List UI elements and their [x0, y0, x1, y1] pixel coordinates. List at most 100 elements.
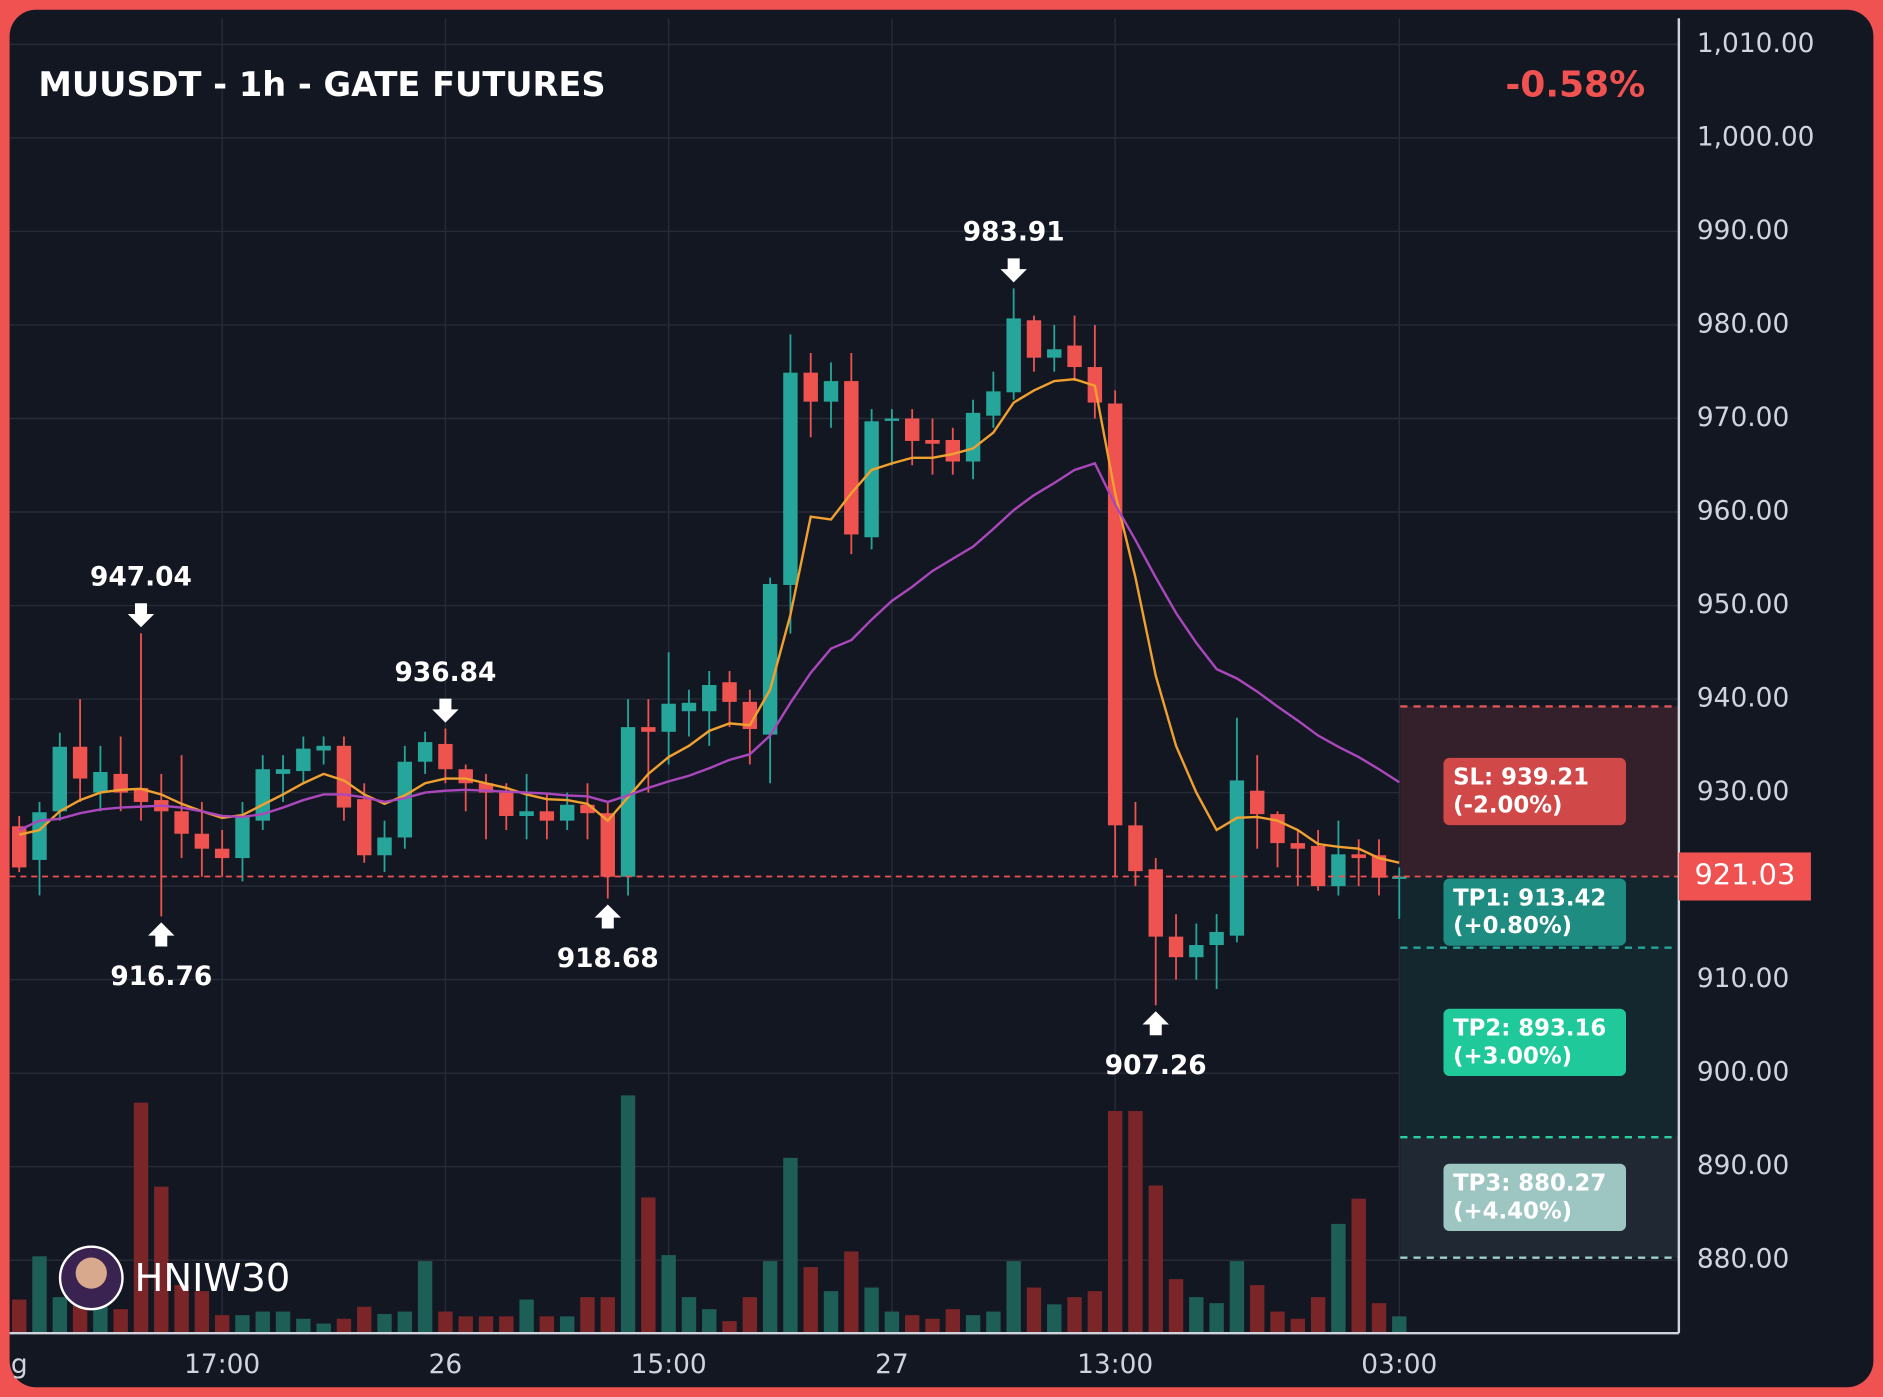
y-tick-label: 970.00	[1697, 402, 1789, 433]
level-pct: (+4.40%)	[1453, 1198, 1572, 1224]
x-tick-label: 27	[875, 1349, 909, 1380]
volume-bar	[458, 1316, 473, 1334]
overlay: SL: 939.21(-2.00%) TP1: 913.42(+0.80%) TP2…	[9, 217, 1679, 1259]
volume-bar	[681, 1297, 697, 1334]
candle-body	[113, 773, 128, 793]
y-tick-label: 910.00	[1697, 963, 1789, 994]
candle-body	[661, 703, 676, 732]
candle-body	[397, 761, 413, 838]
volume-bar	[194, 1291, 210, 1334]
candle-body	[559, 804, 575, 821]
candle-body	[417, 742, 433, 762]
volume-bar	[357, 1306, 372, 1334]
volume-bar	[1067, 1297, 1082, 1334]
volume-bar	[93, 1303, 108, 1334]
volume-bar	[559, 1316, 575, 1334]
x-tick-label: 26	[429, 1349, 463, 1380]
volume-bar	[1270, 1311, 1285, 1334]
candle-body	[174, 811, 189, 834]
candle-body	[93, 772, 108, 793]
candle-body	[336, 745, 352, 808]
plot	[12, 288, 1407, 1006]
y-tick-label: 930.00	[1697, 776, 1789, 807]
marker-arrow	[432, 698, 459, 723]
x-tick-label: 17:00	[184, 1349, 260, 1380]
volume-bar	[255, 1311, 270, 1334]
candle-body	[1351, 854, 1366, 859]
volume-bar	[235, 1315, 250, 1334]
candle-body	[702, 685, 717, 712]
candle-body	[72, 746, 88, 779]
candle-body	[133, 787, 149, 802]
candle-body	[1128, 825, 1143, 872]
x-tick-label: 15:00	[631, 1349, 707, 1380]
x-tick-label: g	[11, 1349, 28, 1380]
candle-body	[681, 702, 697, 712]
y-tick-label: 900.00	[1697, 1057, 1789, 1088]
volume-bar	[1250, 1285, 1265, 1334]
watermark: HNIW30	[135, 1256, 291, 1301]
candle-body	[803, 372, 818, 402]
candle-body	[438, 743, 453, 770]
volume-bar	[1047, 1304, 1062, 1334]
volume-bar	[844, 1251, 859, 1334]
volume-bar	[925, 1318, 940, 1334]
candle-body	[458, 769, 473, 784]
marker-label: 907.26	[1105, 1050, 1207, 1081]
y-tick-label: 880.00	[1697, 1244, 1789, 1275]
marker-arrow	[1142, 1011, 1169, 1036]
level-label: TP3: 880.27	[1453, 1171, 1606, 1197]
candle-body	[1229, 780, 1245, 936]
candle-body	[783, 372, 798, 585]
y-tick-label: 890.00	[1697, 1150, 1789, 1181]
volume-bar	[1351, 1198, 1366, 1334]
candle-body	[519, 811, 534, 816]
volume-bar	[742, 1297, 758, 1334]
candle-body	[580, 804, 595, 814]
level-pct: (+0.80%)	[1453, 913, 1572, 939]
volume-bar	[336, 1318, 352, 1334]
last-price-tag	[1678, 852, 1811, 901]
candle-body	[823, 381, 839, 402]
level-pct: (+3.00%)	[1453, 1043, 1572, 1069]
candle-body	[32, 812, 47, 860]
y-tick-label: 950.00	[1697, 589, 1789, 620]
candle-body	[377, 837, 392, 856]
avatar-face	[75, 1257, 107, 1289]
volume-bar	[1392, 1316, 1407, 1334]
volume-bar	[519, 1299, 534, 1334]
candle-body	[275, 769, 291, 774]
volume-bar	[702, 1309, 717, 1334]
marker-arrow	[148, 922, 175, 947]
candle-body	[539, 811, 555, 821]
candle-body	[357, 799, 372, 856]
marker-label: 947.04	[90, 561, 192, 592]
candle-body	[884, 418, 900, 421]
candle-body	[214, 848, 230, 859]
candle-body	[864, 421, 879, 538]
candle-body	[986, 391, 1001, 416]
marker-label: 918.68	[557, 943, 659, 974]
volume-bar	[12, 1299, 27, 1334]
volume-bar	[539, 1316, 555, 1334]
volume-bar	[722, 1321, 737, 1334]
x-tick-label: 13:00	[1077, 1349, 1153, 1380]
candle-body	[1168, 936, 1184, 958]
chart-title: MUUSDT - 1h - GATE FUTURES	[38, 65, 605, 104]
y-tick-label: 1,010.00	[1697, 28, 1815, 59]
level-label: SL: 939.21	[1453, 765, 1589, 791]
candle-body	[1371, 855, 1387, 878]
volume-bar	[823, 1291, 839, 1334]
candle-body	[1006, 318, 1021, 393]
volume-bar	[783, 1157, 798, 1334]
level-label: TP2: 893.16	[1453, 1016, 1606, 1042]
candle-body	[762, 584, 778, 735]
volume-bar	[1229, 1261, 1245, 1334]
x-tick-label: 03:00	[1361, 1349, 1437, 1380]
volume-bar	[661, 1255, 676, 1334]
candle-body	[1148, 869, 1163, 937]
y-tick-label: 960.00	[1697, 496, 1789, 527]
candle-body	[844, 381, 859, 535]
